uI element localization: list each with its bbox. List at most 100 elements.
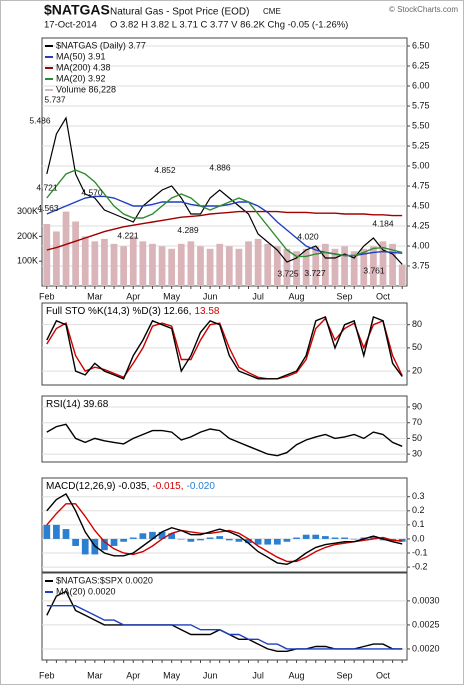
bar bbox=[370, 536, 377, 539]
y-tick-label: 90 bbox=[412, 401, 422, 411]
bar bbox=[264, 243, 272, 286]
bar bbox=[43, 224, 51, 286]
legend-label: Volume 86,228 bbox=[56, 84, 116, 94]
bar bbox=[206, 248, 214, 286]
price-annotation: 4.221 bbox=[117, 231, 139, 241]
legend: RSI(14) 39.68 bbox=[46, 399, 109, 410]
y-tick-label: 5.50 bbox=[412, 120, 430, 130]
bar bbox=[62, 211, 70, 286]
series-line bbox=[46, 210, 403, 251]
panel-frame bbox=[41, 395, 408, 463]
y2-tick-label: 200K bbox=[17, 231, 38, 241]
bar bbox=[197, 246, 204, 286]
bar bbox=[101, 238, 108, 286]
date: 17-Oct-2014 bbox=[44, 20, 97, 31]
bar bbox=[197, 538, 204, 541]
price-annotation: 5.737 bbox=[44, 94, 66, 104]
x-tick-label: Mar bbox=[87, 670, 103, 680]
bar bbox=[53, 524, 60, 539]
bar bbox=[293, 251, 300, 286]
legend-part: MACD(12,26,9) -0.035, bbox=[46, 481, 149, 492]
series-line bbox=[46, 605, 403, 650]
y-tick-label: 4.75 bbox=[412, 180, 430, 190]
price-annotation: 4.886 bbox=[209, 162, 231, 172]
bar bbox=[283, 538, 291, 542]
bar bbox=[235, 538, 243, 542]
bar bbox=[101, 538, 108, 551]
legend-label: $NATGAS (Daily) 3.77 bbox=[56, 40, 146, 50]
y2-tick-label: 300K bbox=[17, 206, 38, 216]
series-line bbox=[46, 317, 403, 380]
price-annotation: 4.852 bbox=[154, 165, 176, 175]
y-tick-label: 50 bbox=[412, 433, 422, 443]
bar bbox=[273, 246, 281, 286]
bar bbox=[91, 241, 99, 286]
x-tick-label: May bbox=[163, 670, 181, 680]
legend-part: RSI(14) 39.68 bbox=[46, 399, 109, 410]
x-tick-label: Jul bbox=[252, 291, 264, 301]
y-tick-label: -0.2 bbox=[412, 561, 428, 571]
bar bbox=[321, 243, 329, 286]
y-tick-label: 0.2 bbox=[412, 505, 425, 515]
bar bbox=[254, 538, 262, 545]
bar bbox=[120, 246, 128, 286]
bar bbox=[254, 238, 262, 286]
series-line bbox=[46, 169, 403, 258]
y-tick-label: 5.00 bbox=[412, 160, 430, 170]
y-tick-label: 4.25 bbox=[412, 220, 430, 230]
bar bbox=[398, 264, 406, 286]
x-tick-label: Feb bbox=[39, 670, 55, 680]
credit: © StockCharts.com bbox=[389, 5, 458, 14]
series-line bbox=[46, 315, 403, 380]
bar bbox=[177, 538, 185, 540]
price-annotation: 4.289 bbox=[177, 225, 199, 235]
y-tick-label: 0.0020 bbox=[412, 643, 440, 653]
bar bbox=[293, 537, 300, 539]
panel-frame bbox=[41, 302, 408, 386]
y-tick-label: 80 bbox=[412, 319, 422, 329]
x-tick-label: Feb bbox=[39, 291, 55, 301]
bar bbox=[350, 538, 358, 540]
bar bbox=[43, 524, 51, 539]
bar bbox=[283, 248, 291, 286]
instrument-name: Natural Gas - Spot Price (EOD) bbox=[110, 7, 249, 18]
y-tick-label: 6.50 bbox=[412, 40, 430, 50]
y-tick-label: 5.75 bbox=[412, 100, 430, 110]
bar bbox=[321, 536, 329, 539]
bar bbox=[158, 246, 166, 286]
bar bbox=[225, 246, 233, 286]
bar bbox=[81, 538, 89, 555]
x-tick-label: May bbox=[163, 291, 181, 301]
bar bbox=[341, 246, 348, 286]
y-tick-label: 30 bbox=[412, 449, 422, 459]
legend: Full STO %K(14,3) %D(3) 12.66, 13.58 bbox=[46, 306, 220, 317]
bar bbox=[129, 236, 137, 286]
x-tick-label: Jun bbox=[203, 670, 218, 680]
y-tick-label: 70 bbox=[412, 417, 422, 427]
bar bbox=[302, 248, 310, 286]
bar bbox=[331, 248, 339, 286]
bar bbox=[216, 243, 224, 286]
x-tick-label: Mar bbox=[87, 291, 103, 301]
bar bbox=[53, 231, 60, 286]
price-annotation: 3.761 bbox=[363, 265, 385, 275]
y-tick-label: 4.00 bbox=[412, 240, 430, 250]
x-tick-label: Apr bbox=[126, 670, 140, 680]
price-annotation: 3.725 bbox=[277, 268, 299, 278]
bar bbox=[120, 538, 128, 542]
x-tick-label: Sep bbox=[337, 670, 353, 680]
bar bbox=[158, 531, 166, 539]
price-annotation: 4.020 bbox=[297, 232, 319, 242]
bar bbox=[389, 243, 396, 286]
bar bbox=[129, 537, 137, 539]
series-line bbox=[46, 423, 403, 457]
bar bbox=[187, 538, 195, 542]
bar bbox=[149, 531, 156, 539]
bar bbox=[139, 533, 147, 539]
bar bbox=[312, 246, 320, 286]
legend-part: 13.58 bbox=[194, 306, 219, 317]
bar bbox=[110, 538, 118, 546]
price-annotation: 5.486 bbox=[29, 115, 51, 125]
x-tick-label: Sep bbox=[337, 291, 353, 301]
